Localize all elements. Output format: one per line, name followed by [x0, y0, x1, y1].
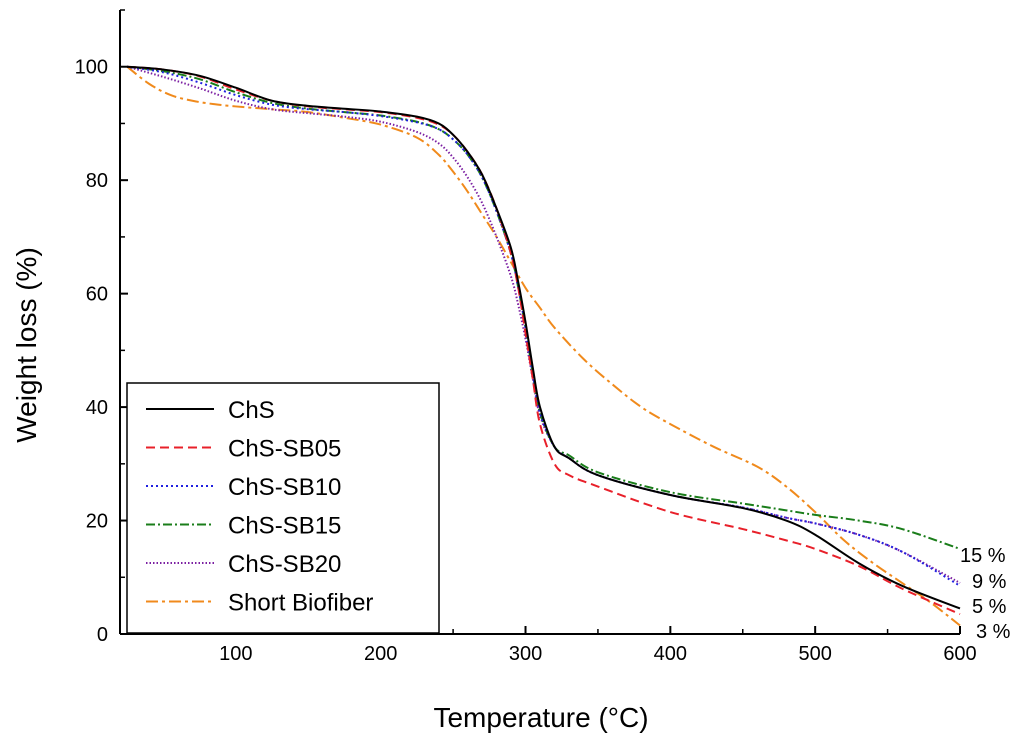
axes — [119, 10, 960, 635]
legend-label-chs-sb05: ChS-SB05 — [228, 436, 341, 463]
legend: ChS ChS-SB05 ChS-SB10 ChS-SB15 ChS-SB20 Short… — [126, 382, 440, 634]
series-line-chs — [127, 65, 961, 610]
y-tick-label: 20 — [86, 511, 108, 533]
y-tick-label: 0 — [97, 624, 108, 646]
y-tick-label: 100 — [75, 57, 108, 79]
x-tick-label: 500 — [798, 643, 831, 665]
end-label-short-biofiber: 3 % — [976, 621, 1011, 643]
end-label-chs-sb05: 5 % — [972, 596, 1007, 618]
legend-box — [126, 382, 440, 634]
series-layer — [126, 65, 961, 627]
y-tick-label: 80 — [86, 170, 108, 192]
series-line-chs-sb05 — [127, 65, 961, 616]
end-value-labels: 15 % 9 % 5 % 3 % — [960, 545, 1011, 643]
y-axis-title: Weight loss (%) — [11, 247, 42, 443]
y-tick-label: 40 — [86, 397, 108, 419]
x-tick-label: 600 — [943, 643, 976, 665]
end-label-chs-sb15: 15 % — [960, 545, 1006, 567]
series-line-short-biofiber — [126, 65, 961, 627]
legend-label-chs-sb15: ChS-SB15 — [228, 513, 341, 540]
x-tick-label: 200 — [364, 643, 397, 665]
legend-label-short-biofiber: Short Biofiber — [228, 590, 373, 617]
x-tick-label: 400 — [654, 643, 687, 665]
series-line-chs-sb20 — [126, 65, 961, 584]
x-tick-label: 300 — [509, 643, 542, 665]
legend-label-chs: ChS — [228, 397, 275, 424]
tick-labels: 100 200 300 400 500 600 0 20 40 60 80 100 — [75, 57, 977, 665]
end-label-chs-sb10-sb20: 9 % — [972, 571, 1007, 593]
legend-label-chs-sb20: ChS-SB20 — [228, 551, 341, 578]
x-tick-label: 100 — [219, 643, 252, 665]
x-axis-title: Temperature (°C) — [433, 702, 648, 733]
y-tick-label: 60 — [86, 284, 108, 306]
legend-label-chs-sb10: ChS-SB10 — [228, 474, 341, 501]
